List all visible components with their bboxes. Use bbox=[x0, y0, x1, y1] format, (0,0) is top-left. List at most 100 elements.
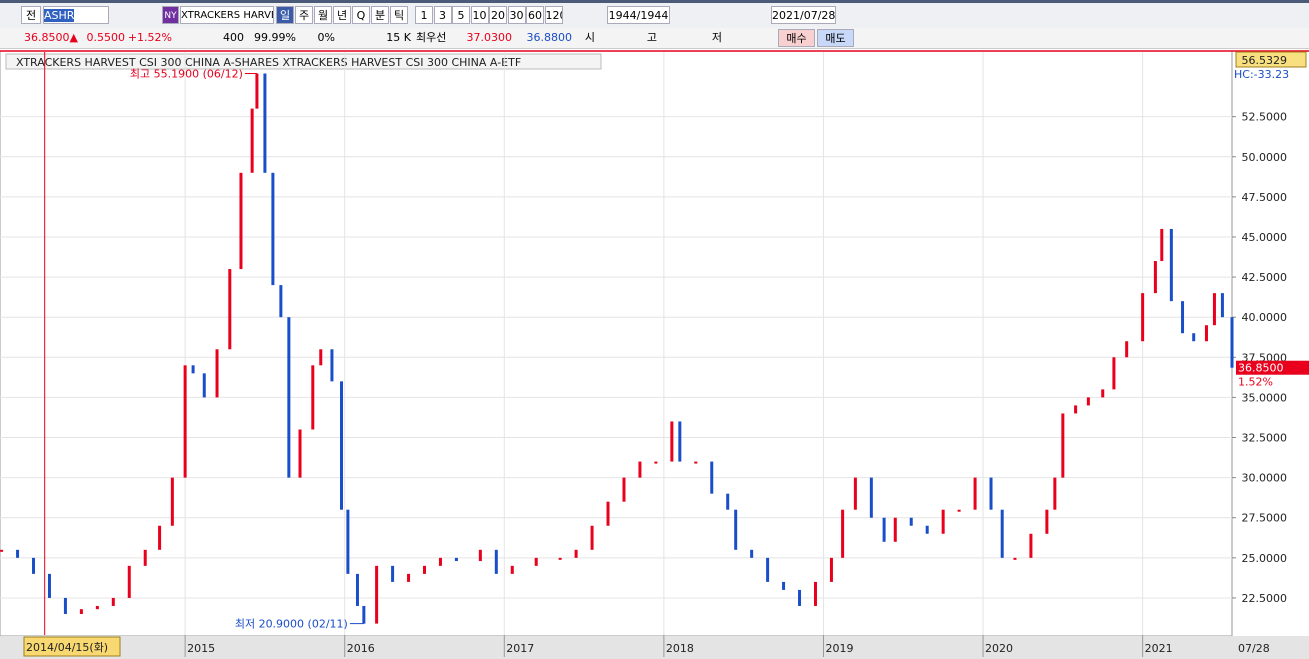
hc-label: HC:-33.23 bbox=[1234, 68, 1289, 81]
candle bbox=[829, 557, 833, 582]
candle bbox=[478, 549, 482, 562]
candle bbox=[973, 477, 977, 510]
interval-button[interactable]: 1 bbox=[415, 6, 433, 24]
y-tick-label: 47.5000 bbox=[1242, 191, 1288, 204]
period-button[interactable]: 틱 bbox=[390, 6, 408, 24]
candle bbox=[678, 421, 682, 462]
chart: XTRACKERS HARVEST CSI 300 CHINA A-SHARES… bbox=[0, 50, 1309, 659]
name-input[interactable]: XTRACKERS HARVES bbox=[180, 6, 274, 24]
toolbar: 전 ASHR NY XTRACKERS HARVES 일 주 월 년 Q 분 틱 1 3 5 10 2… bbox=[0, 0, 1309, 28]
candle bbox=[279, 285, 283, 318]
candle bbox=[853, 477, 857, 510]
candle bbox=[590, 525, 594, 550]
x-axis-bar bbox=[0, 636, 1309, 659]
period-button[interactable]: 월 bbox=[314, 6, 332, 24]
candle bbox=[191, 365, 195, 374]
last-label: 36.8500 bbox=[1238, 362, 1284, 375]
candle bbox=[16, 549, 20, 558]
symbol-input[interactable]: ASHR bbox=[43, 6, 109, 24]
price: 36.8500▲ bbox=[24, 31, 78, 44]
candle bbox=[111, 597, 115, 606]
period-button[interactable]: 주 bbox=[295, 6, 313, 24]
candle bbox=[47, 573, 51, 598]
amount: 15 K bbox=[386, 31, 411, 44]
candle bbox=[1212, 293, 1216, 326]
candle bbox=[228, 269, 232, 350]
interval-button[interactable]: 120 bbox=[544, 6, 563, 24]
exchange[interactable]: NY bbox=[162, 6, 179, 24]
candle bbox=[0, 549, 4, 552]
candle bbox=[750, 549, 754, 558]
candle bbox=[255, 73, 259, 109]
buy-button[interactable]: 매수 bbox=[778, 29, 815, 47]
candle bbox=[1181, 301, 1185, 334]
candle bbox=[375, 565, 379, 624]
interval-button[interactable]: 30 bbox=[507, 6, 526, 24]
ask: 37.0300 bbox=[466, 31, 513, 44]
candle bbox=[1045, 509, 1049, 534]
candle bbox=[215, 349, 219, 398]
candle bbox=[893, 517, 897, 542]
change: 0.5500 bbox=[86, 31, 126, 44]
x-tick-label: 2016 bbox=[347, 642, 375, 655]
interval-button[interactable]: 5 bbox=[452, 6, 470, 24]
candle bbox=[1112, 357, 1116, 390]
candle bbox=[32, 557, 36, 574]
candle bbox=[239, 172, 243, 270]
x-tick-label: 2015 bbox=[187, 642, 215, 655]
change-pct: +1.52% bbox=[127, 31, 172, 44]
candle bbox=[941, 509, 945, 534]
candle bbox=[1160, 228, 1164, 262]
period-button[interactable]: 년 bbox=[333, 6, 351, 24]
candle bbox=[925, 525, 929, 534]
candle bbox=[989, 477, 993, 510]
date[interactable]: 2021/07/28 bbox=[771, 6, 836, 24]
candle bbox=[311, 365, 315, 430]
candle bbox=[1153, 261, 1157, 294]
candle bbox=[330, 349, 334, 382]
low-label: 저 bbox=[711, 31, 722, 44]
high-label: 고 bbox=[646, 31, 657, 44]
x-tick-label: 2020 bbox=[985, 642, 1013, 655]
interval-button[interactable]: 10 bbox=[470, 6, 489, 24]
candle bbox=[422, 565, 426, 574]
high-note: 최고 55.1900 (06/12) bbox=[130, 67, 243, 80]
y-tick-label: 25.0000 bbox=[1242, 552, 1288, 565]
interval-button[interactable]: 60 bbox=[526, 6, 544, 24]
y-tick-label: 22.5000 bbox=[1242, 592, 1288, 605]
candle bbox=[813, 581, 817, 606]
candle bbox=[638, 461, 642, 478]
period-button[interactable]: 분 bbox=[371, 6, 389, 24]
interval-button[interactable]: 20 bbox=[489, 6, 507, 24]
candle bbox=[766, 557, 770, 582]
change-label: 1.52% bbox=[1238, 376, 1273, 389]
market[interactable]: 전 bbox=[21, 6, 41, 24]
x-tick-label: 2021 bbox=[1145, 642, 1173, 655]
period-button[interactable]: 일 bbox=[276, 6, 294, 24]
period-button[interactable]: Q bbox=[352, 6, 370, 24]
candle bbox=[1141, 293, 1145, 342]
legend: XTRACKERS HARVEST CSI 300 CHINA A-SHARES… bbox=[16, 56, 521, 69]
candle bbox=[510, 565, 514, 574]
quote-bar: 36.8500▲ 0.5500 +1.52% 400 99.99% 0% 15 … bbox=[0, 28, 1309, 49]
candle bbox=[710, 461, 714, 494]
candle bbox=[734, 509, 738, 550]
candle bbox=[95, 605, 99, 610]
candle bbox=[407, 573, 411, 582]
candle bbox=[534, 557, 538, 566]
legend-box bbox=[5, 53, 602, 70]
candle bbox=[1169, 228, 1173, 302]
sell-button[interactable]: 매도 bbox=[817, 29, 854, 47]
candle bbox=[183, 365, 187, 478]
y-tick-label: 50.0000 bbox=[1242, 151, 1288, 164]
candle bbox=[79, 609, 83, 614]
candle bbox=[798, 589, 802, 606]
candle bbox=[271, 172, 275, 286]
candle bbox=[909, 517, 913, 526]
y-tick-label: 45.0000 bbox=[1242, 231, 1288, 244]
count: 1944/1944 bbox=[607, 6, 670, 24]
candle bbox=[1053, 477, 1057, 510]
best-label: 최우선 bbox=[416, 31, 447, 44]
interval-button[interactable]: 3 bbox=[433, 6, 452, 24]
